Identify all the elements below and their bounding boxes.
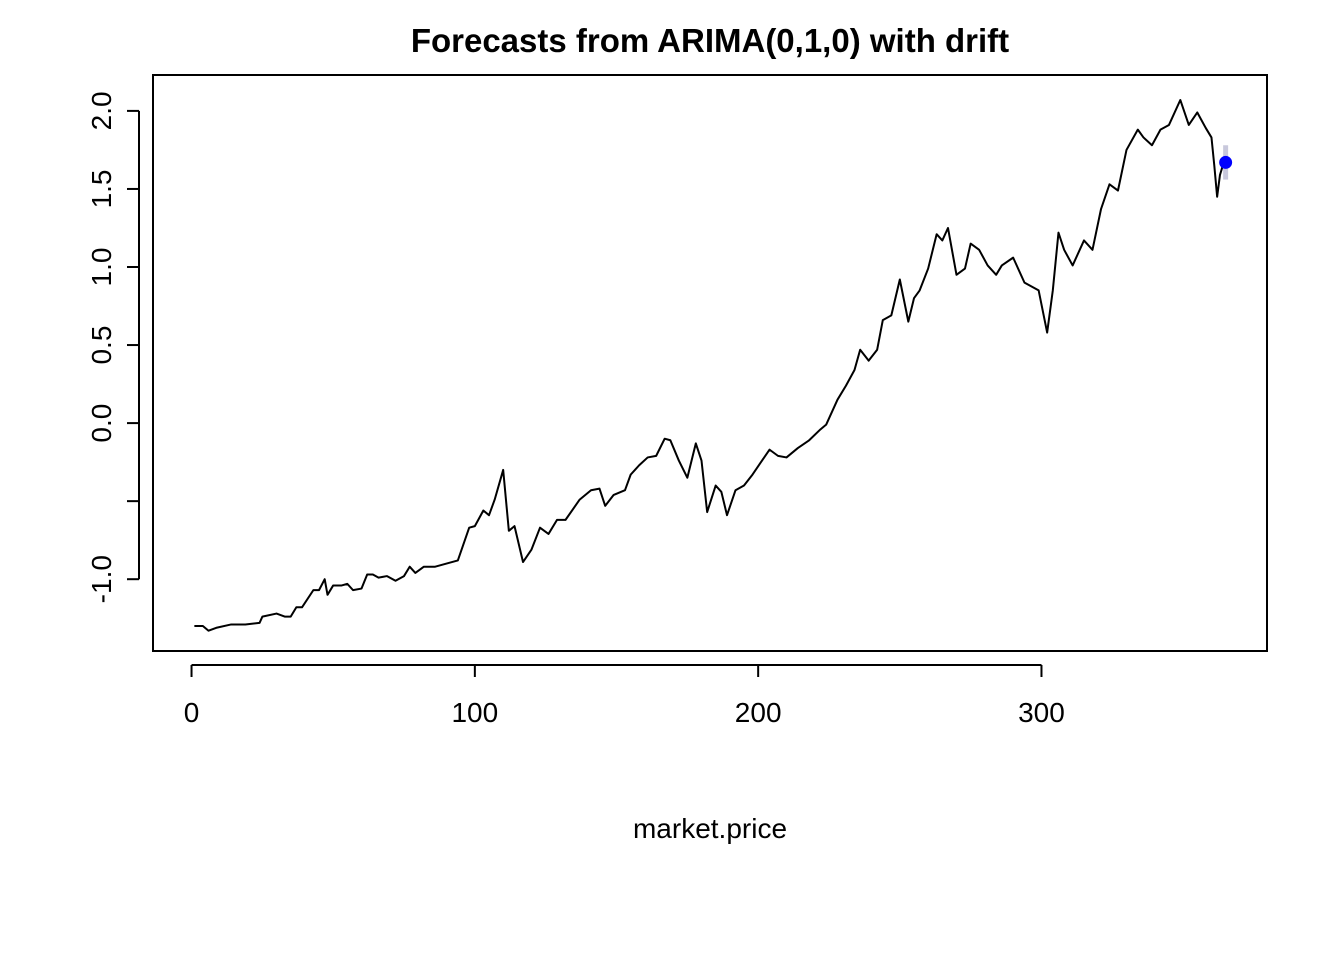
y-tick-label: -1.0 [86, 555, 117, 603]
y-tick-label: 1.0 [86, 248, 117, 287]
x-tick-label: 300 [1018, 697, 1065, 728]
chart-title: Forecasts from ARIMA(0,1,0) with drift [411, 22, 1009, 59]
x-axis-label: market.price [633, 813, 787, 844]
y-tick-label: 0.5 [86, 326, 117, 365]
x-tick-label: 0 [184, 697, 200, 728]
series-line [194, 98, 1224, 632]
y-tick-label: 1.5 [86, 169, 117, 208]
plot-box [152, 74, 1268, 652]
forecast-point [1219, 155, 1233, 169]
y-tick-label: 2.0 [86, 91, 117, 130]
y-tick-label: 0.0 [86, 404, 117, 443]
x-tick-label: 100 [451, 697, 498, 728]
x-tick-label: 200 [735, 697, 782, 728]
